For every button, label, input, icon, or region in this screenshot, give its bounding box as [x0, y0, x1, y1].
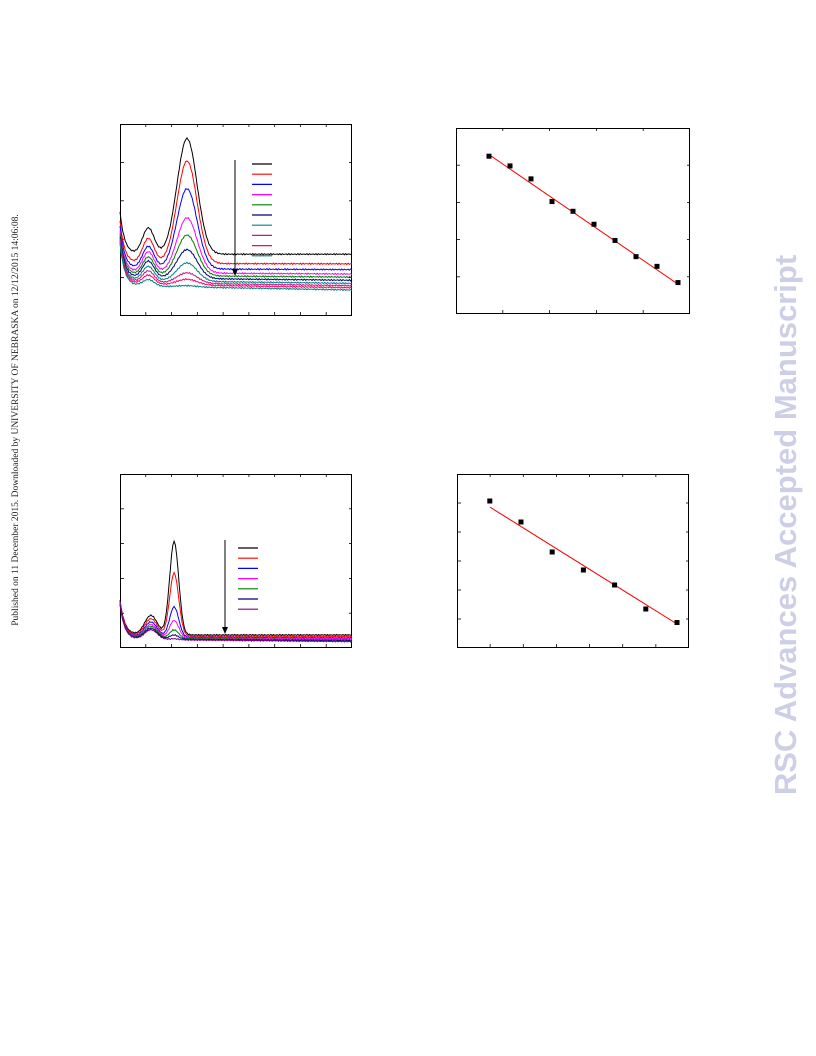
spectrum-series-line: [119, 601, 353, 640]
spectrum-series-line: [119, 241, 353, 289]
data-point-marker: [549, 199, 555, 205]
spectrum-series-line: [119, 603, 353, 641]
spectrum-series-line: [119, 238, 353, 285]
spectrum-series-line: [119, 571, 353, 638]
absorbance-spectra-chart-bottom: [119, 474, 353, 648]
linear-fit-line: [488, 154, 679, 285]
plot-frame: [120, 474, 352, 648]
kinetic-fit-chart-top: [456, 128, 690, 314]
spectrum-series-line: [119, 604, 353, 642]
data-point-marker: [674, 620, 680, 625]
spectrum-series-line: [119, 236, 353, 282]
plot-frame: [456, 128, 690, 314]
spectrum-series-line: [119, 239, 352, 287]
data-point-marker: [487, 498, 493, 504]
data-point-marker: [633, 254, 639, 260]
spectrum-series-line: [119, 604, 353, 643]
data-point-marker: [528, 176, 534, 182]
data-point-marker: [654, 263, 660, 269]
absorbance-spectra-chart-top: [119, 124, 353, 316]
publication-note: Published on 11 December 2015. Downloade…: [11, 214, 21, 626]
decrease-arrow-head: [232, 269, 238, 276]
accepted-manuscript-watermark: RSC Advances Accepted Manuscript: [768, 254, 803, 796]
data-point-marker: [675, 280, 681, 286]
data-point-marker: [612, 237, 618, 243]
spectrum-series-line: [119, 539, 353, 637]
data-point-marker: [570, 208, 576, 214]
data-point-marker: [580, 567, 586, 573]
data-point-marker: [486, 153, 492, 159]
data-point-marker: [643, 606, 649, 612]
linear-fit-line: [489, 506, 678, 625]
data-point-marker: [507, 163, 513, 169]
spectrum-series-line: [119, 188, 353, 271]
data-point-marker: [591, 221, 597, 227]
spectrum-series-line: [119, 243, 353, 292]
spectrum-series-line: [119, 233, 353, 279]
spectrum-series-line: [119, 602, 353, 640]
data-point-marker: [518, 519, 524, 525]
spectrum-series-line: [119, 160, 353, 266]
kinetic-fit-chart-bottom: [457, 474, 689, 648]
decrease-arrow-head: [222, 627, 228, 634]
data-point-marker: [612, 582, 618, 588]
plot-frame: [120, 124, 352, 316]
spectrum-series-line: [119, 216, 353, 276]
data-point-marker: [549, 549, 555, 555]
spectrum-series-line: [119, 136, 353, 256]
